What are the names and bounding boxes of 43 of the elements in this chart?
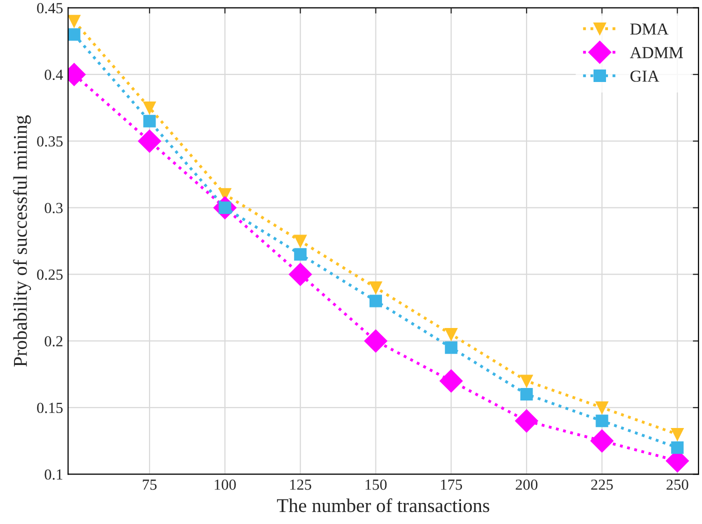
point <box>671 441 684 454</box>
point <box>444 328 458 341</box>
point <box>444 341 458 354</box>
legend-label: DMA <box>630 24 669 35</box>
point <box>370 294 382 308</box>
x-tick-label: 150 <box>366 480 387 490</box>
point <box>288 262 312 286</box>
point <box>515 409 538 432</box>
point <box>138 130 162 153</box>
point <box>143 102 156 114</box>
x-tick-label: 225 <box>591 480 613 490</box>
legend-label: GIA <box>630 70 660 82</box>
point <box>520 374 533 388</box>
x-tick-label: 175 <box>441 480 462 490</box>
point <box>596 401 608 414</box>
point <box>596 414 608 428</box>
point <box>68 14 80 28</box>
y-tick-label: 0.2 <box>44 336 62 346</box>
point <box>370 281 382 294</box>
point <box>68 28 80 41</box>
point <box>520 388 533 401</box>
y-tick-label: 0.15 <box>37 402 63 414</box>
point <box>294 234 307 248</box>
x-tick-label: 200 <box>516 480 538 490</box>
point <box>143 114 156 128</box>
point <box>364 329 388 352</box>
y-tick-label: 0.45 <box>37 3 63 14</box>
x-tick-label: 100 <box>214 480 236 490</box>
y-tick-label: 0.25 <box>37 269 63 280</box>
point <box>590 429 614 452</box>
x-tick-label: 125 <box>290 480 312 490</box>
legend-label: ADMM <box>630 47 683 58</box>
point <box>294 248 307 261</box>
point <box>671 428 684 440</box>
y-axis-title: Probability of successful mining <box>13 115 31 367</box>
y-tick-label: 0.1 <box>44 469 62 480</box>
y-tick-label: 0.4 <box>44 70 63 80</box>
y-tick-label: 0.35 <box>37 136 63 147</box>
point <box>440 369 463 392</box>
x-tick-label: 75 <box>142 480 157 490</box>
x-tick-label: 250 <box>666 480 688 490</box>
y-tick-label: 0.3 <box>44 202 63 214</box>
x-axis-title: The number of transactions <box>277 498 490 512</box>
